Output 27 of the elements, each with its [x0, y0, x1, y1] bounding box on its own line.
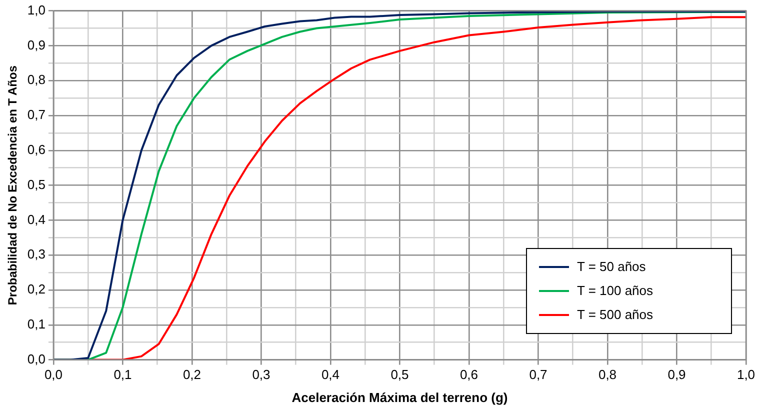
legend-label: T = 50 años: [577, 259, 646, 274]
y-tick-label: 0,2: [27, 282, 46, 297]
legend-label: T = 100 años: [577, 283, 654, 298]
x-tick-label: 0,6: [460, 367, 478, 382]
x-tick-label: 0,8: [598, 367, 617, 382]
legend-label: T = 500 años: [577, 307, 654, 322]
x-axis-title: Aceleración Máxima del terreno (g): [292, 390, 508, 405]
x-tick-label: 1,0: [736, 367, 756, 382]
x-tick-label: 0,7: [529, 367, 548, 382]
x-tick-label: 0,0: [44, 367, 63, 382]
y-tick-label: 0,9: [27, 37, 46, 52]
x-tick-label: 0,3: [252, 367, 270, 382]
y-tick-label: 0,6: [27, 142, 46, 157]
y-tick-label: 0,1: [27, 316, 46, 332]
x-tick-label: 0,9: [668, 367, 686, 382]
x-tick-label: 0,1: [114, 367, 132, 382]
x-tick-label: 0,5: [390, 367, 409, 382]
y-tick-label: 0,5: [27, 176, 46, 192]
y-axis-title: Probabilidad de No Excedencia en T Años: [6, 65, 20, 306]
y-tick-label: 0,7: [27, 107, 46, 122]
y-tick-label: 0,4: [27, 212, 46, 227]
y-tick-label: 0,8: [27, 72, 46, 88]
y-tick-label: 1,0: [27, 2, 46, 18]
y-tick-label: 0,3: [27, 246, 46, 262]
x-tick-label: 0,4: [321, 367, 340, 382]
y-tick-label: 0,0: [27, 351, 46, 366]
x-tick-label: 0,2: [182, 367, 202, 382]
